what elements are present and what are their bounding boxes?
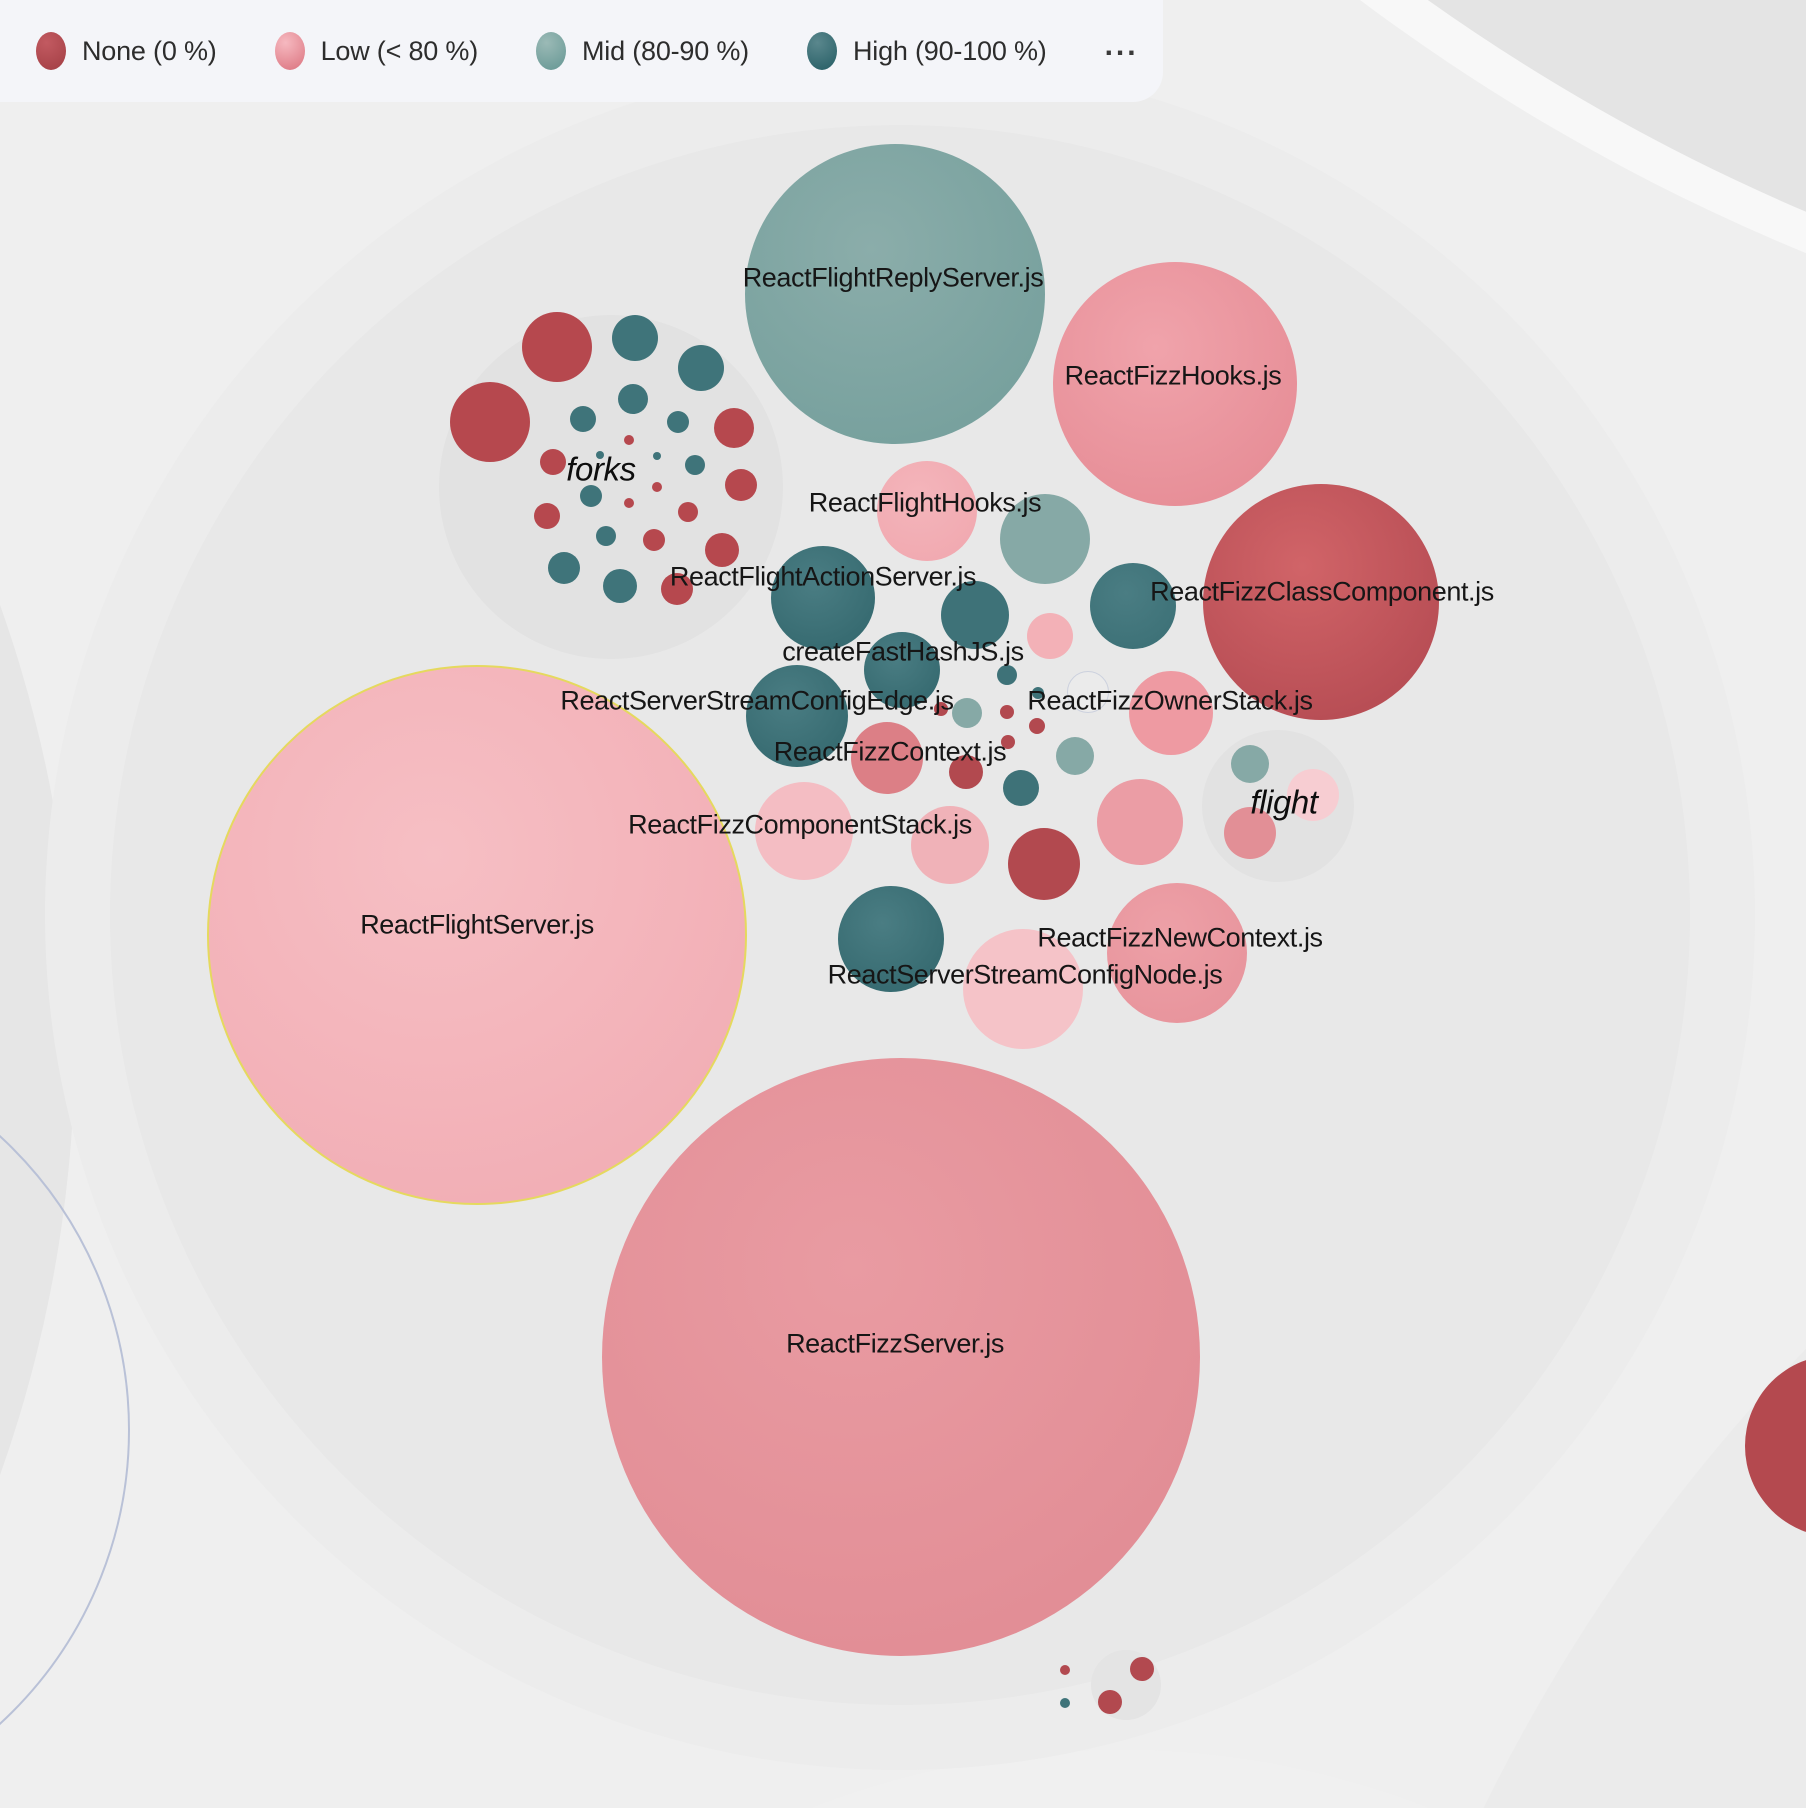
legend-swatch-high-icon bbox=[806, 32, 837, 70]
bubble-forks-teal-4[interactable] bbox=[548, 552, 580, 584]
bubble-forks-red-10[interactable] bbox=[678, 502, 698, 522]
bubble-red-dot-d[interactable] bbox=[1000, 705, 1014, 719]
bubble-sage-b[interactable] bbox=[1056, 737, 1094, 775]
bubble-forks-teal-3[interactable] bbox=[603, 569, 637, 603]
bubble-ReactFizzClassComponent.js[interactable] bbox=[1203, 484, 1439, 720]
file-label-ReactServerStreamConfigNode.js: ReactServerStreamConfigNode.js bbox=[827, 959, 1223, 990]
bubble-forks-teal-dot-2[interactable] bbox=[653, 452, 661, 460]
bubble-sage-a[interactable] bbox=[1000, 494, 1090, 584]
bubble-mini-dot-teal[interactable] bbox=[1060, 1698, 1070, 1708]
group-label-forks: forks bbox=[566, 450, 636, 488]
legend-item-low[interactable]: Low (< 80 %) bbox=[274, 32, 479, 70]
file-label-ReactFlightActionServer.js: ReactFlightActionServer.js bbox=[669, 561, 977, 592]
bubble-flight-sage[interactable] bbox=[1231, 745, 1269, 783]
bubble-forks-red-5[interactable] bbox=[725, 469, 757, 501]
bubble-forks-teal-10[interactable] bbox=[685, 455, 705, 475]
bubble-mini-dot-red[interactable] bbox=[1060, 1665, 1070, 1675]
file-label-ReactFizzComponentStack.js: ReactFizzComponentStack.js bbox=[628, 809, 972, 840]
file-label-ReactFizzOwnerStack.js: ReactFizzOwnerStack.js bbox=[1027, 685, 1313, 716]
bubble-ReactFizzHooks.js[interactable] bbox=[1053, 262, 1297, 506]
legend-label-high: High (90-100 %) bbox=[852, 35, 1047, 66]
file-label-createFastHashJS.js: createFastHashJS.js bbox=[782, 636, 1024, 667]
legend-item-mid[interactable]: Mid (80-90 %) bbox=[536, 32, 749, 70]
bubble-darkteal-b[interactable] bbox=[941, 581, 1009, 649]
file-label-ReactFizzServer.js: ReactFizzServer.js bbox=[786, 1328, 1004, 1359]
bubble-red-c[interactable] bbox=[949, 755, 983, 789]
legend-label-none: None (0 %) bbox=[82, 35, 217, 66]
bubble-mini-red-2[interactable] bbox=[1098, 1690, 1122, 1714]
file-label-ReactFlightReplyServer.js: ReactFlightReplyServer.js bbox=[742, 262, 1044, 293]
bubble-ReactFizzNewContext.js[interactable] bbox=[1107, 883, 1247, 1023]
file-label-ReactFizzNewContext.js: ReactFizzNewContext.js bbox=[1037, 922, 1323, 953]
bubble-forks-red-4[interactable] bbox=[705, 533, 739, 567]
bubble-red-dot-b[interactable] bbox=[1029, 718, 1045, 734]
bubble-white-outline-circle[interactable] bbox=[1067, 671, 1109, 713]
bubble-forks-red-9[interactable] bbox=[643, 529, 665, 551]
bubble-mini-red-1[interactable] bbox=[1130, 1657, 1154, 1681]
bubble-forks-teal-6[interactable] bbox=[570, 406, 596, 432]
bubble-forks-teal-dot-1[interactable] bbox=[596, 451, 604, 459]
file-label-ReactServerStreamConfigEdge.js: ReactServerStreamConfigEdge.js bbox=[560, 685, 954, 716]
bubble-ReactFlightHooks.js[interactable] bbox=[877, 461, 977, 561]
bubble-forks-red-dot-1[interactable] bbox=[624, 435, 634, 445]
bubble-forks-red-8[interactable] bbox=[534, 503, 560, 529]
bubble-ReactFlightReplyServer.js[interactable] bbox=[745, 144, 1045, 444]
bubble-forks-teal-2[interactable] bbox=[678, 345, 724, 391]
bubble-forks-red-dot-3[interactable] bbox=[624, 498, 634, 508]
bubble-ReactFizzComponentStack.js[interactable] bbox=[755, 782, 853, 880]
bubble-darkteal-a[interactable] bbox=[1090, 563, 1176, 649]
file-label-ReactFlightHooks.js: ReactFlightHooks.js bbox=[808, 487, 1042, 518]
bubble-pink-mid[interactable] bbox=[911, 806, 989, 884]
bubble-ReactServerStreamConfigEdge.js[interactable] bbox=[746, 665, 848, 767]
bubble-ReactServerStreamConfigNode.js[interactable] bbox=[838, 886, 944, 992]
bubble-forks-red-dot-2[interactable] bbox=[652, 482, 662, 492]
bubble-darkteal-dot-a[interactable] bbox=[997, 665, 1017, 685]
bubble-flight-salmon[interactable] bbox=[1224, 807, 1276, 859]
bubble-forks-red-7[interactable] bbox=[540, 449, 566, 475]
bubble-forks-red-3[interactable] bbox=[714, 408, 754, 448]
legend-label-mid: Mid (80-90 %) bbox=[582, 35, 749, 66]
bubble-forks-teal-1[interactable] bbox=[612, 315, 658, 361]
bubble-ReactFlightServer.js[interactable] bbox=[207, 665, 747, 1205]
coverage-legend: None (0 %) Low (< 80 %) Mid (80-90 %) Hi… bbox=[0, 0, 1163, 102]
bubble-red-mid[interactable] bbox=[1008, 828, 1080, 900]
legend-label-low: Low (< 80 %) bbox=[320, 35, 479, 66]
bubble-forks-teal-7[interactable] bbox=[667, 411, 689, 433]
bubble-ReactFlightActionServer.js[interactable] bbox=[771, 546, 875, 650]
legend-swatch-low-icon bbox=[274, 32, 305, 70]
bubble-red-dot-c[interactable] bbox=[1001, 735, 1015, 749]
file-label-ReactFizzContext.js: ReactFizzContext.js bbox=[773, 736, 1007, 767]
bubble-lightpink-node-neighbor[interactable] bbox=[963, 929, 1083, 1049]
bubble-flight-lightpink[interactable] bbox=[1287, 769, 1339, 821]
bubble-forks-red-6[interactable] bbox=[661, 573, 693, 605]
bubble-darkteal-dot-b[interactable] bbox=[1032, 687, 1044, 699]
file-label-ReactFizzHooks.js: ReactFizzHooks.js bbox=[1064, 360, 1282, 391]
legend-swatch-mid-icon bbox=[536, 32, 566, 70]
file-label-ReactFizzClassComponent.js: ReactFizzClassComponent.js bbox=[1150, 576, 1494, 607]
bubble-red-dot-a[interactable] bbox=[934, 702, 948, 716]
bubble-forks-teal-5[interactable] bbox=[618, 384, 648, 414]
bubble-forks-red-2[interactable] bbox=[522, 312, 592, 382]
legend-item-high[interactable]: High (90-100 %) bbox=[806, 32, 1047, 70]
bubble-ReactFizzContext.js[interactable] bbox=[851, 722, 923, 794]
bubble-forks-red-1[interactable] bbox=[450, 382, 530, 462]
file-label-ReactFlightServer.js: ReactFlightServer.js bbox=[360, 909, 594, 940]
legend-swatch-none-icon bbox=[36, 32, 66, 70]
bubble-createFastHashJS.js[interactable] bbox=[864, 632, 940, 708]
bubble-forks-teal-8[interactable] bbox=[580, 485, 602, 507]
bubble-pink-sw[interactable] bbox=[1097, 779, 1183, 865]
bubble-forks-teal-9[interactable] bbox=[596, 526, 616, 546]
bubble-ReactFizzServer.js[interactable] bbox=[602, 1058, 1200, 1656]
bubble-pink-b[interactable] bbox=[1027, 613, 1073, 659]
bubble-ReactFizzOwnerStack.js[interactable] bbox=[1129, 671, 1213, 755]
legend-item-none[interactable]: None (0 %) bbox=[36, 32, 217, 70]
bubble-darkteal-c[interactable] bbox=[1003, 770, 1039, 806]
legend-more-button[interactable]: ... bbox=[1104, 29, 1139, 62]
group-label-flight: flight bbox=[1250, 783, 1318, 821]
bubble-sage-c[interactable] bbox=[952, 698, 982, 728]
